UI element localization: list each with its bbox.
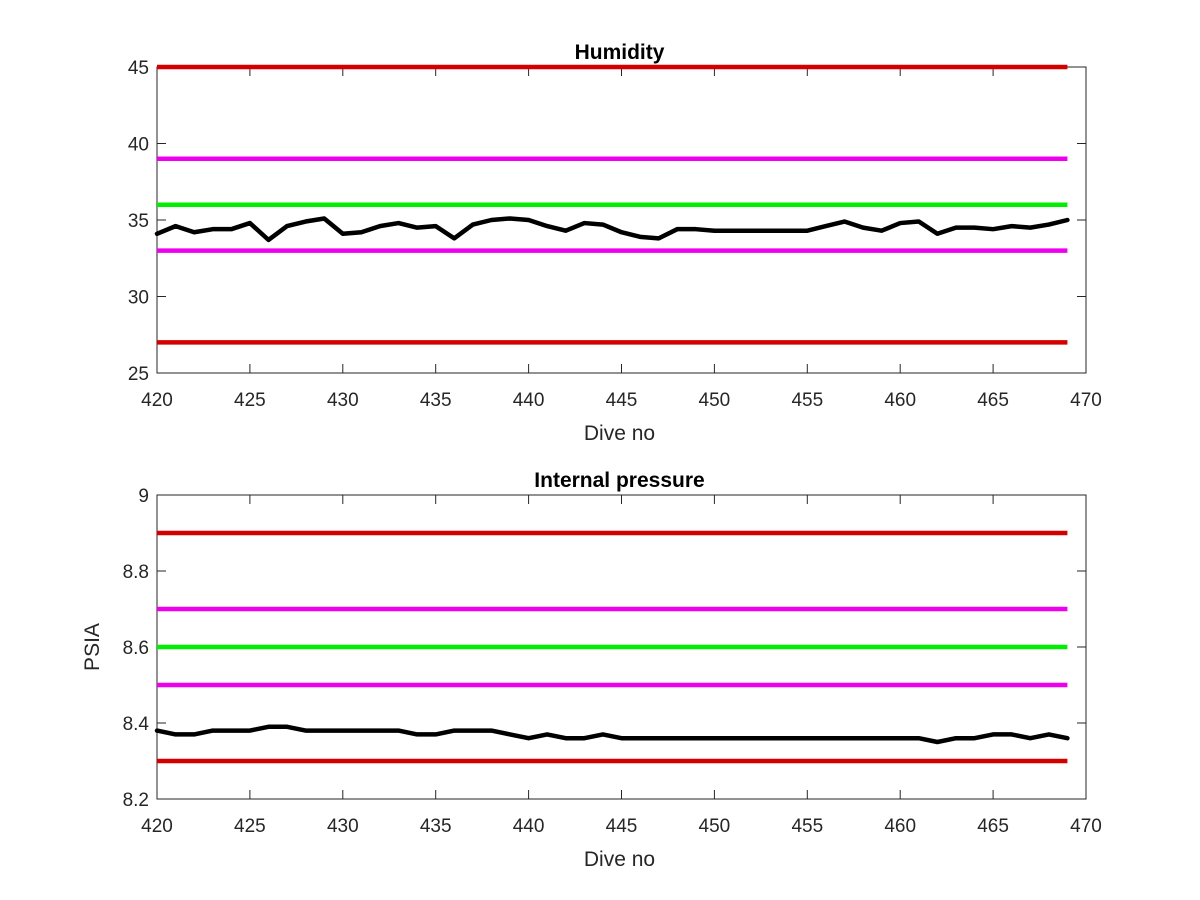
internal-pressure-plot: 420 425 430 435 440 445 450 455 460 465 470 8.2 8.4 8…	[81, 469, 1102, 871]
x-tick-label: 465	[977, 816, 1009, 837]
chart-title: Internal pressure	[534, 469, 704, 492]
x-tick-label: 440	[513, 816, 545, 837]
y-axis-label: PSIA	[81, 623, 104, 671]
y-tick-label: 8.6	[123, 638, 149, 659]
x-tick-label: 455	[791, 390, 823, 411]
x-tick-label: 435	[420, 816, 452, 837]
x-tick-label: 425	[234, 390, 266, 411]
x-tick-label: 470	[1070, 390, 1102, 411]
chart-title: Humidity	[575, 41, 665, 64]
x-tick-label: 425	[234, 816, 266, 837]
humidity-plot: 420 425 430 435 440 445 450 455 460 465 470 25 30 35 4…	[128, 41, 1102, 445]
x-tick-label: 420	[141, 390, 173, 411]
y-tick-label: 8.2	[123, 790, 149, 811]
x-tick-label: 455	[791, 816, 823, 837]
axes-box	[156, 66, 1087, 374]
series-line	[154, 724, 1070, 745]
x-tick-label: 445	[606, 816, 638, 837]
x-tick-label: 460	[884, 816, 916, 837]
x-tick-label: 440	[513, 390, 545, 411]
series-line	[154, 216, 1070, 243]
y-tick-label: 35	[128, 211, 149, 232]
x-tick-label: 460	[884, 390, 916, 411]
y-tick-label: 45	[128, 58, 149, 79]
x-axis-label: Dive no	[584, 848, 655, 871]
x-tick-label: 430	[327, 390, 359, 411]
x-tick-label: 450	[699, 816, 731, 837]
x-tick-label: 430	[327, 816, 359, 837]
x-tick-label: 470	[1070, 816, 1102, 837]
y-tick-label: 8.8	[123, 562, 149, 583]
x-tick-label: 435	[420, 390, 452, 411]
x-axis-label: Dive no	[584, 422, 655, 445]
x-tick-label: 445	[606, 390, 638, 411]
y-tick-label: 9	[138, 486, 149, 507]
y-tick-label: 25	[128, 364, 149, 385]
y-tick-label: 30	[128, 288, 149, 309]
y-tick-label: 40	[128, 135, 149, 156]
x-tick-label: 420	[141, 816, 173, 837]
x-tick-label: 450	[699, 390, 731, 411]
x-tick-label: 465	[977, 390, 1009, 411]
y-tick-label: 8.4	[123, 714, 150, 735]
